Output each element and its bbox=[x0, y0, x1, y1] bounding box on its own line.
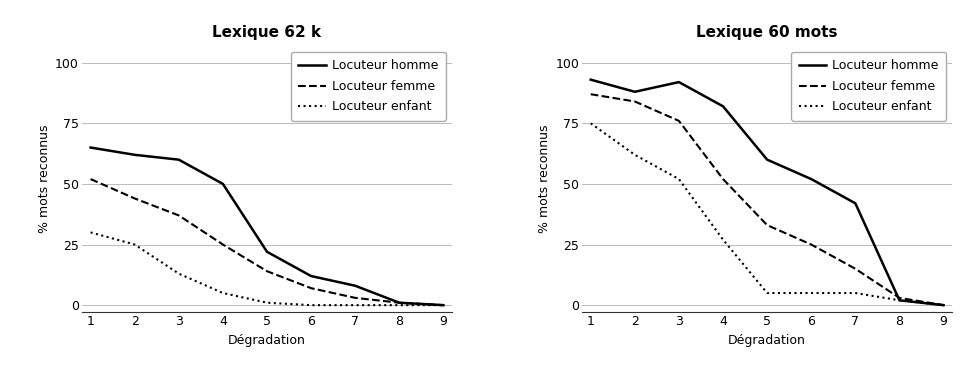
Locuteur homme bbox=[717, 104, 728, 109]
Locuteur homme bbox=[173, 157, 185, 162]
X-axis label: Dégradation: Dégradation bbox=[228, 334, 306, 347]
Locuteur homme bbox=[673, 80, 684, 84]
Locuteur enfant bbox=[305, 303, 316, 307]
Locuteur enfant bbox=[628, 152, 640, 157]
Locuteur homme bbox=[437, 303, 449, 307]
Locuteur enfant bbox=[261, 301, 273, 305]
Locuteur enfant bbox=[349, 303, 360, 307]
Locuteur enfant bbox=[584, 121, 596, 126]
Locuteur enfant bbox=[217, 291, 229, 295]
Locuteur homme bbox=[849, 201, 860, 206]
Locuteur homme bbox=[85, 145, 96, 150]
Locuteur enfant bbox=[849, 291, 860, 295]
Locuteur femme bbox=[85, 177, 96, 181]
Locuteur enfant bbox=[437, 303, 449, 307]
Locuteur femme bbox=[129, 196, 140, 201]
Locuteur enfant bbox=[673, 177, 684, 181]
Line: Locuteur femme: Locuteur femme bbox=[590, 94, 943, 305]
Locuteur femme bbox=[628, 99, 640, 104]
Locuteur enfant bbox=[760, 291, 772, 295]
Locuteur homme bbox=[584, 77, 596, 82]
Locuteur homme bbox=[261, 250, 273, 254]
Locuteur homme bbox=[129, 152, 140, 157]
Locuteur enfant bbox=[129, 242, 140, 247]
Locuteur homme bbox=[804, 177, 816, 181]
Locuteur femme bbox=[717, 177, 728, 181]
Title: Lexique 60 mots: Lexique 60 mots bbox=[696, 26, 837, 40]
Locuteur femme bbox=[305, 286, 316, 290]
Locuteur femme bbox=[217, 242, 229, 247]
Locuteur homme bbox=[393, 301, 405, 305]
Locuteur femme bbox=[893, 296, 904, 300]
Locuteur femme bbox=[393, 301, 405, 305]
Locuteur femme bbox=[804, 242, 816, 247]
Locuteur homme bbox=[217, 182, 229, 186]
Locuteur enfant bbox=[173, 271, 185, 276]
Locuteur enfant bbox=[804, 291, 816, 295]
Line: Locuteur femme: Locuteur femme bbox=[90, 179, 443, 305]
Locuteur femme bbox=[849, 266, 860, 271]
Locuteur femme bbox=[349, 296, 360, 300]
Legend: Locuteur homme, Locuteur femme, Locuteur enfant: Locuteur homme, Locuteur femme, Locuteur… bbox=[790, 52, 946, 121]
Locuteur femme bbox=[261, 269, 273, 274]
Line: Locuteur enfant: Locuteur enfant bbox=[90, 232, 443, 305]
Line: Locuteur homme: Locuteur homme bbox=[90, 147, 443, 305]
Y-axis label: % mots reconnus: % mots reconnus bbox=[37, 125, 51, 233]
Locuteur homme bbox=[349, 283, 360, 288]
Y-axis label: % mots reconnus: % mots reconnus bbox=[537, 125, 551, 233]
Locuteur homme bbox=[628, 90, 640, 94]
Locuteur femme bbox=[673, 118, 684, 123]
Line: Locuteur enfant: Locuteur enfant bbox=[590, 123, 943, 305]
X-axis label: Dégradation: Dégradation bbox=[727, 334, 805, 347]
Line: Locuteur homme: Locuteur homme bbox=[590, 80, 943, 305]
Locuteur enfant bbox=[85, 230, 96, 235]
Title: Lexique 62 k: Lexique 62 k bbox=[212, 26, 321, 40]
Locuteur homme bbox=[893, 298, 904, 303]
Locuteur enfant bbox=[393, 303, 405, 307]
Locuteur femme bbox=[584, 92, 596, 96]
Locuteur enfant bbox=[717, 237, 728, 242]
Locuteur femme bbox=[760, 223, 772, 227]
Locuteur femme bbox=[937, 303, 949, 307]
Locuteur enfant bbox=[937, 303, 949, 307]
Locuteur homme bbox=[937, 303, 949, 307]
Legend: Locuteur homme, Locuteur femme, Locuteur enfant: Locuteur homme, Locuteur femme, Locuteur… bbox=[290, 52, 446, 121]
Locuteur femme bbox=[437, 303, 449, 307]
Locuteur homme bbox=[760, 157, 772, 162]
Locuteur enfant bbox=[893, 298, 904, 303]
Locuteur femme bbox=[173, 213, 185, 218]
Locuteur homme bbox=[305, 274, 316, 279]
